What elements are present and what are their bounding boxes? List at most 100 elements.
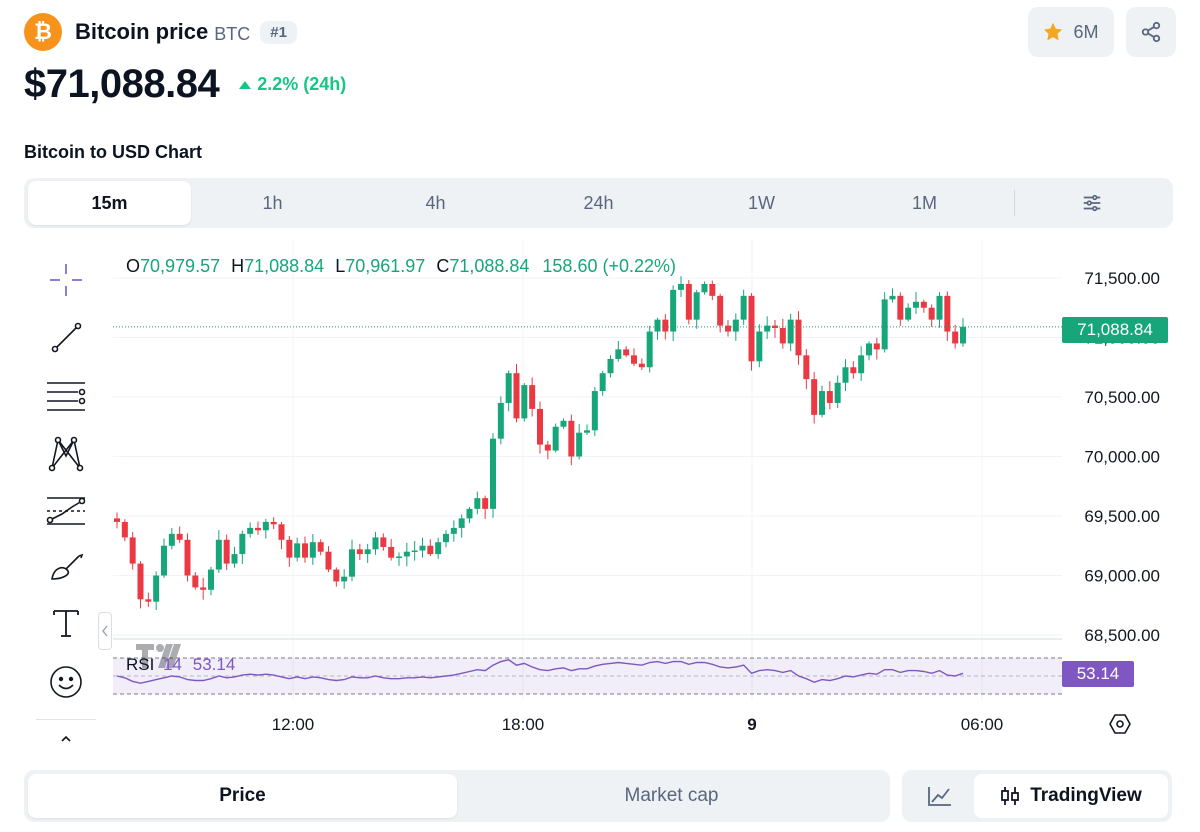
timeframe-tab-4h[interactable]: 4h (425, 192, 446, 213)
toolbar-divider (36, 719, 96, 720)
candle-body (349, 549, 355, 577)
candle-body (787, 319, 794, 344)
candle-body (873, 343, 880, 350)
brush-icon[interactable] (36, 544, 96, 590)
pattern-icon[interactable] (36, 431, 96, 477)
candle-body (764, 325, 771, 332)
candle-body (654, 319, 661, 332)
price-row: $71,088.84 2.2% (24h) (24, 62, 346, 107)
trend-line-icon[interactable] (36, 314, 96, 360)
candle-body (811, 379, 818, 415)
candle-body (121, 521, 128, 538)
candle-body (740, 295, 747, 320)
candle-body (858, 355, 865, 374)
candle-body (591, 391, 598, 431)
fib-levels-icon[interactable] (36, 373, 96, 419)
candle-body (255, 527, 261, 531)
chart-settings-hex-button[interactable] (1106, 710, 1134, 738)
line-chart-icon (928, 787, 951, 806)
coin-header: ₿ Bitcoin price BTC #1 6M (24, 7, 1176, 57)
candle-body (333, 569, 340, 582)
candle-body (153, 575, 160, 602)
timeframe-tab-24h[interactable]: 24h (583, 192, 614, 213)
candle-body (403, 551, 410, 557)
chevron-left-icon (102, 625, 108, 637)
candle-body (772, 325, 778, 328)
timeframe-tab-1h[interactable]: 1h (262, 192, 283, 213)
candle-body (717, 295, 724, 326)
candle-body (294, 543, 301, 558)
tradingview-button[interactable]: TradingView (974, 774, 1168, 818)
timeframe-tab-1w[interactable]: 1W (748, 192, 775, 213)
candle-body (834, 382, 841, 403)
candle-body (513, 373, 520, 419)
candle-body (615, 349, 622, 359)
candle-body (200, 587, 207, 590)
candle-body (795, 319, 802, 356)
watchlist-button[interactable]: 6M (1028, 7, 1114, 57)
collapse-toolbar-button[interactable] (98, 612, 112, 650)
candle-body (685, 283, 692, 320)
candle-body (568, 420, 575, 457)
candle-body (725, 325, 731, 332)
crosshair-icon[interactable] (36, 257, 96, 303)
candle-body (529, 385, 536, 409)
price-change-value: 2.2% (24h) (257, 74, 347, 94)
share-button[interactable] (1126, 7, 1176, 57)
rsi-pane (113, 638, 1062, 695)
candle-body (411, 550, 418, 553)
candle-body (145, 599, 152, 602)
ohlc-open: 70,979.57 (140, 256, 221, 276)
candle-body (490, 438, 496, 509)
line-chart-button[interactable] (906, 774, 974, 818)
market-cap-tab[interactable]: Market cap (624, 785, 719, 806)
y-tick-label: 71,500.00 (1084, 269, 1160, 288)
rsi-legend: RSI 14 53.14 (126, 655, 235, 675)
y-tick-label: 68,500.00 (1084, 626, 1160, 645)
candle-body (215, 539, 222, 570)
candle-body (184, 539, 191, 576)
candle-body (607, 358, 614, 374)
toolbar-expand-icon[interactable] (36, 726, 96, 750)
emoji-icon[interactable] (36, 659, 96, 705)
candle-body (779, 327, 786, 344)
coin-name: Bitcoin price (75, 19, 209, 44)
timeframe-tab-15m[interactable]: 15m (28, 181, 191, 225)
candle-body (482, 498, 489, 509)
candle-body (944, 295, 951, 332)
ohlc-high-label: H (231, 256, 245, 276)
caret-up-icon (239, 80, 252, 89)
candle-body (231, 554, 238, 564)
text-icon[interactable] (36, 600, 96, 646)
candle-body (325, 551, 332, 570)
candle-body (576, 432, 583, 457)
candle-body (701, 283, 708, 293)
candle-body (419, 545, 426, 551)
candle-body (756, 331, 763, 362)
candle-body (905, 307, 912, 320)
tradingview-watermark (136, 644, 181, 668)
candle-body (474, 498, 481, 509)
candle-body (262, 521, 269, 531)
bitcoin-logo: ₿ (24, 13, 62, 51)
candle-body (309, 542, 316, 558)
candle-body (270, 521, 277, 525)
ohlc-open-label: O (126, 256, 141, 276)
candle-body (678, 283, 684, 290)
candle-body (372, 537, 379, 550)
chart-settings-button[interactable] (1081, 192, 1103, 214)
candle-body (920, 301, 927, 308)
coin-symbol: BTC (214, 23, 251, 44)
sliders-icon (1083, 194, 1101, 212)
price-tab[interactable]: Price (28, 774, 457, 818)
timeframe-tab-1m[interactable]: 1M (911, 192, 937, 213)
candle-body (638, 363, 645, 368)
candle-body (176, 533, 183, 540)
candle-body (317, 542, 324, 552)
candle-body (936, 295, 943, 320)
projection-icon[interactable] (36, 488, 96, 534)
candle-body (168, 533, 175, 546)
ohlc-legend: O70,979.57 H71,088.84 L70,961.97 C71,088… (126, 256, 676, 277)
candle-body (396, 556, 402, 558)
